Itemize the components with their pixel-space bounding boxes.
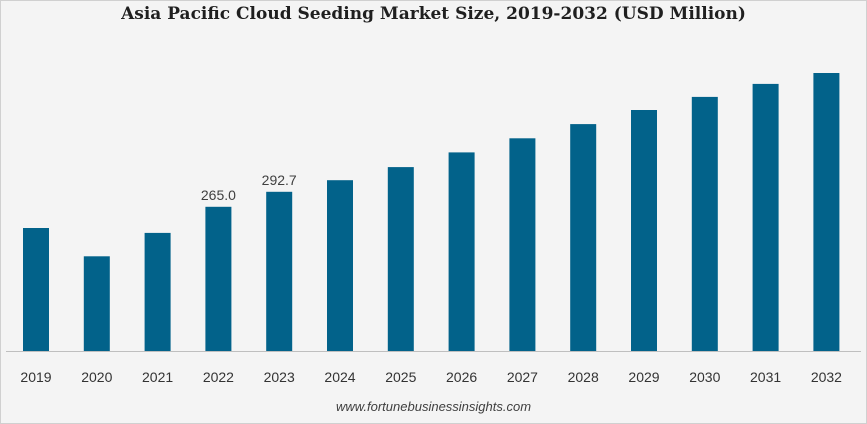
bars-group [23, 73, 840, 352]
x-tick-2023: 2023 [264, 369, 295, 385]
bar-2019 [23, 228, 49, 351]
x-tick-2031: 2031 [750, 369, 781, 385]
data-label-2023: 292.7 [262, 172, 297, 188]
x-tick-2028: 2028 [568, 369, 599, 385]
chart-title: Asia Pacific Cloud Seeding Market Size, … [121, 4, 746, 24]
bar-2027 [509, 138, 536, 351]
bar-chart: 2019 2020 2021 2022 2023 2024 2025 2026 2027 2028… [6, 73, 861, 385]
bar-2023 [266, 191, 293, 351]
x-tick-2020: 2020 [81, 369, 112, 385]
bar-2029 [631, 110, 657, 351]
bar-2030 [691, 96, 718, 352]
x-tick-2025: 2025 [385, 369, 416, 385]
x-tick-2026: 2026 [446, 369, 477, 385]
data-label-2022: 265.0 [201, 187, 236, 203]
bar-2028 [570, 124, 597, 351]
x-tick-2030: 2030 [689, 369, 720, 385]
x-tick-2022: 2022 [203, 369, 234, 385]
source-credit: www.fortunebusinessinsights.com [335, 399, 532, 414]
bar-2031 [752, 83, 779, 352]
bar-2026 [448, 152, 475, 351]
bar-2020 [83, 256, 110, 351]
x-tick-labels: 2019 2020 2021 2022 2023 2024 2025 2026 2027 2028… [20, 369, 842, 385]
bar-2021 [144, 232, 171, 351]
bar-2025 [387, 167, 414, 351]
x-tick-2029: 2029 [628, 369, 659, 385]
bar-2032 [813, 73, 840, 351]
x-tick-2019: 2019 [20, 369, 51, 385]
bar-2022 [205, 206, 232, 351]
x-tick-2032: 2032 [811, 369, 842, 385]
x-tick-2024: 2024 [324, 369, 355, 385]
x-tick-2027: 2027 [507, 369, 538, 385]
x-tick-2021: 2021 [142, 369, 173, 385]
data-labels: 265.0 292.7 [201, 172, 297, 203]
bar-2024 [327, 180, 353, 351]
